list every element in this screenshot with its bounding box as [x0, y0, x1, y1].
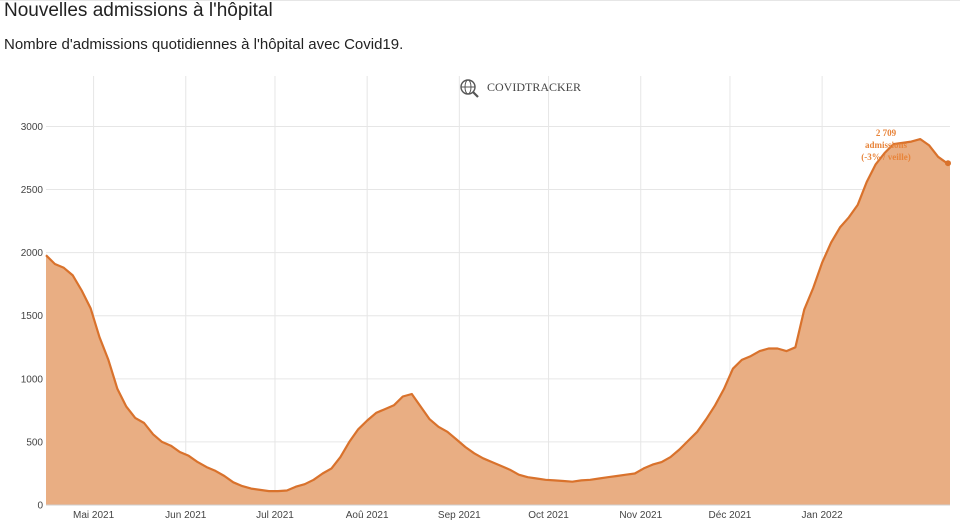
- globe-magnifier-icon: [460, 79, 479, 98]
- chart-subtitle: Nombre d'admissions quotidiennes à l'hôp…: [4, 36, 404, 53]
- watermark: COVIDTRACKER: [460, 79, 581, 98]
- y-tick-label: 2000: [21, 248, 44, 259]
- series-line: [45, 138, 950, 493]
- top-divider: [0, 0, 960, 1]
- annotation-label: (-3% / veille): [861, 152, 910, 162]
- chart-title: Nouvelles admissions à l'hôpital: [4, 0, 273, 21]
- y-tick-label: 500: [26, 437, 43, 448]
- y-tick-label: 2500: [21, 185, 44, 196]
- x-tick-label: Jun 2021: [165, 510, 207, 521]
- annotation-label: 2 709: [876, 128, 897, 138]
- series-area: [46, 139, 950, 505]
- watermark-label: COVIDTRACKER: [487, 80, 581, 94]
- series-layer: [45, 138, 950, 505]
- y-tick-label: 3000: [21, 122, 44, 133]
- x-tick-label: Aoû 2021: [346, 510, 389, 521]
- x-tick-label: Nov 2021: [619, 510, 662, 521]
- annotation-label: admissions: [865, 140, 908, 150]
- x-tick-label: Déc 2021: [709, 510, 752, 521]
- y-tick-label: 1500: [21, 311, 44, 322]
- annotation-marker: [945, 160, 951, 167]
- y-tick-label: 0: [37, 501, 43, 512]
- x-tick-label: Jan 2022: [802, 510, 844, 521]
- x-tick-label: Sep 2021: [438, 510, 481, 521]
- y-axis: 0 500 1000 1500 2000 2500 3000: [21, 122, 44, 512]
- x-tick-label: Mai 2021: [73, 510, 115, 521]
- annotation: 2 709 admissions (-3% / veille): [861, 128, 951, 167]
- x-axis: Mai 2021 Jun 2021 Jul 2021 Aoû 2021 Sep 2021…: [46, 504, 950, 521]
- x-tick-label: Jul 2021: [256, 510, 294, 521]
- x-tick-label: Oct 2021: [528, 510, 569, 521]
- y-tick-label: 1000: [21, 374, 44, 385]
